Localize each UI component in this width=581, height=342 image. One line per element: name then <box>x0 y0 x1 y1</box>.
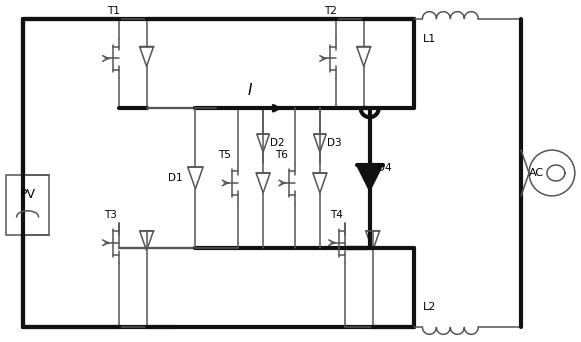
Polygon shape <box>188 167 203 189</box>
Polygon shape <box>313 173 327 193</box>
Polygon shape <box>257 134 270 152</box>
Polygon shape <box>365 231 379 251</box>
Bar <box>6 175 49 235</box>
Text: D3: D3 <box>327 138 341 148</box>
Polygon shape <box>357 165 383 191</box>
Polygon shape <box>139 231 153 251</box>
Text: T6: T6 <box>275 150 288 160</box>
Text: L2: L2 <box>422 302 436 313</box>
Text: T5: T5 <box>218 150 231 160</box>
Text: D2: D2 <box>270 138 284 148</box>
Text: T2: T2 <box>324 6 338 16</box>
Text: AC: AC <box>529 168 544 178</box>
Text: T3: T3 <box>105 210 117 220</box>
Text: D1: D1 <box>168 173 183 183</box>
Text: D4: D4 <box>377 163 392 173</box>
Text: L1: L1 <box>422 34 436 43</box>
Text: T4: T4 <box>331 210 343 220</box>
Polygon shape <box>314 134 326 152</box>
Polygon shape <box>357 47 371 66</box>
Text: PV: PV <box>20 188 35 201</box>
Text: I: I <box>248 83 252 98</box>
Text: T1: T1 <box>107 6 120 16</box>
Polygon shape <box>256 173 270 193</box>
Polygon shape <box>139 47 153 66</box>
